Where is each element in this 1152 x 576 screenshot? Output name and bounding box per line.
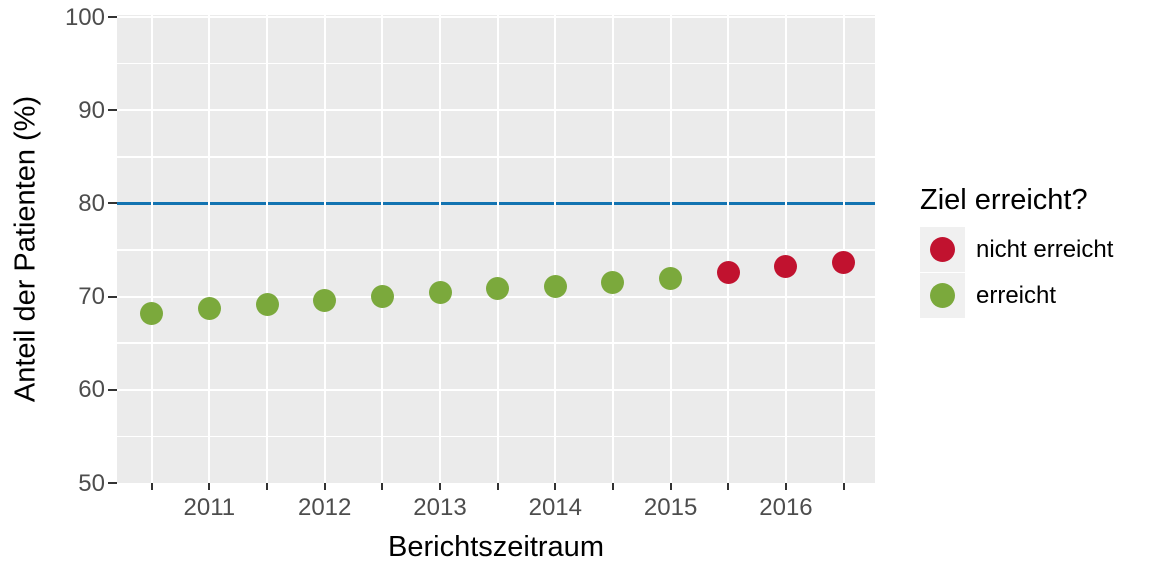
gridline-h-major [117,16,875,18]
y-tick-label: 70 [78,283,105,311]
y-tick-mark [108,388,117,391]
data-point [543,274,567,298]
gridline-v [323,15,326,483]
data-point [774,255,798,279]
gridline-v [208,15,211,483]
y-tick-label: 50 [78,469,105,497]
x-tick-mark [496,483,499,490]
x-tick-label: 2013 [413,494,467,521]
data-point [659,267,683,291]
x-tick-mark [784,483,788,490]
data-point [716,260,740,284]
x-tick-mark [208,483,211,490]
legend-item-label: erreicht [976,281,1057,309]
x-tick-label: 2016 [759,494,813,521]
legend-item-label: nicht erreicht [976,235,1114,263]
x-tick-mark [381,483,384,490]
gridline-v [150,15,153,483]
y-axis-title: Anteil der Patienten (%) [9,95,42,403]
gridline-v [669,15,672,483]
data-point [486,276,510,300]
legend-swatch-erreicht [930,283,955,308]
legend-key [920,273,965,318]
data-point [601,271,625,295]
data-point [197,297,221,321]
x-tick-mark [150,483,153,490]
gridline-v [381,15,384,483]
data-point [370,285,394,309]
gridline-v [554,15,557,483]
data-point [832,250,856,274]
legend-title: Ziel erreicht? [920,184,1088,216]
gridline-v [842,15,845,483]
x-tick-mark [669,483,672,490]
x-tick-mark [727,483,730,490]
gridline-v [784,15,787,483]
y-tick-mark [108,295,117,298]
legend-item: nicht erreicht [920,227,1113,272]
target-line-80 [117,202,875,205]
gridline-h-minor [117,342,875,344]
gridline-h-minor [117,156,875,158]
x-tick-mark [842,483,845,490]
x-axis-title: Berichtszeitraum [388,531,604,563]
y-tick-mark [108,481,117,485]
x-tick-mark [611,483,615,490]
x-tick-mark [265,483,269,490]
x-tick-label: 2012 [297,494,352,521]
gridline-v [727,15,730,483]
legend: Ziel erreicht? nicht erreicht erreicht [920,184,1113,319]
y-tick-mark [108,109,117,112]
x-tick-label: 2011 [183,494,236,521]
gridline-v [439,15,441,483]
legend-key [920,227,965,272]
gridline-h-minor [117,249,875,251]
x-tick-mark [554,483,557,490]
gridline-v [266,15,269,483]
gridline-h-minor [117,62,875,65]
plot-panel [117,15,875,483]
y-tick-label: 90 [78,96,105,124]
data-point [313,288,337,312]
gridline-h-major [117,388,875,391]
gridline-v [611,15,614,483]
data-point [428,281,452,305]
x-tick-label: 2014 [528,494,582,521]
y-tick-label: 60 [78,376,105,404]
legend-item: erreicht [920,273,1113,318]
y-tick-label: 100 [64,3,105,31]
x-tick-mark [438,483,442,490]
y-tick-mark [108,15,117,19]
legend-swatch-nicht-erreicht [930,237,955,262]
gridline-h-major [117,109,875,112]
x-tick-mark [323,483,326,490]
legend-items: nicht erreicht erreicht [920,227,1113,318]
data-point [140,301,164,325]
data-point [255,292,279,316]
gridline-h-minor [117,435,875,438]
gridline-v [496,15,499,483]
y-tick-mark [108,202,117,205]
y-tick-label: 80 [78,189,105,217]
x-tick-label: 2015 [643,494,698,521]
